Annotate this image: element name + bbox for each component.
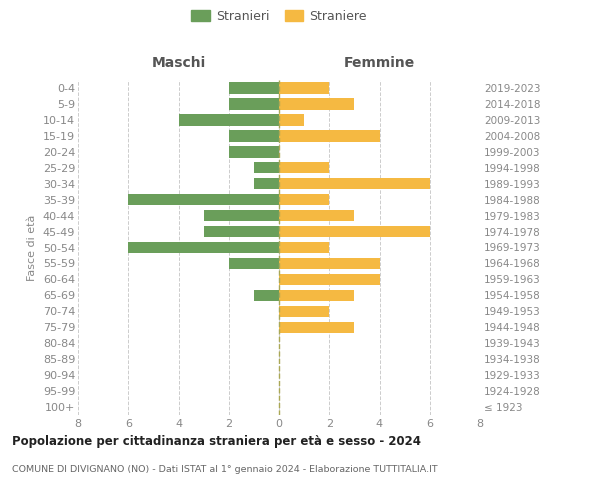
Bar — [279, 290, 355, 301]
Bar — [254, 178, 279, 190]
Bar — [279, 114, 304, 126]
Bar — [254, 290, 279, 301]
Bar — [128, 194, 279, 205]
Bar — [279, 82, 329, 94]
Bar — [203, 210, 279, 222]
Text: Femmine: Femmine — [344, 56, 415, 70]
Bar — [229, 146, 279, 158]
Bar — [179, 114, 279, 126]
Bar — [279, 274, 380, 285]
Bar — [279, 242, 329, 253]
Bar — [279, 130, 380, 141]
Bar — [279, 226, 430, 237]
Bar — [279, 98, 355, 110]
Bar — [279, 258, 380, 269]
Bar — [128, 242, 279, 253]
Text: Popolazione per cittadinanza straniera per età e sesso - 2024: Popolazione per cittadinanza straniera p… — [12, 435, 421, 448]
Bar — [203, 226, 279, 237]
Text: Maschi: Maschi — [151, 56, 206, 70]
Bar — [279, 162, 329, 173]
Bar — [254, 162, 279, 173]
Y-axis label: Fasce di età: Fasce di età — [27, 214, 37, 280]
Text: COMUNE DI DIVIGNANO (NO) - Dati ISTAT al 1° gennaio 2024 - Elaborazione TUTTITAL: COMUNE DI DIVIGNANO (NO) - Dati ISTAT al… — [12, 465, 437, 474]
Bar — [279, 178, 430, 190]
Bar — [229, 82, 279, 94]
Bar — [229, 130, 279, 141]
Bar — [279, 306, 329, 317]
Bar — [279, 322, 355, 333]
Bar — [229, 258, 279, 269]
Legend: Stranieri, Straniere: Stranieri, Straniere — [187, 6, 371, 26]
Bar — [279, 194, 329, 205]
Bar — [229, 98, 279, 110]
Bar — [279, 210, 355, 222]
